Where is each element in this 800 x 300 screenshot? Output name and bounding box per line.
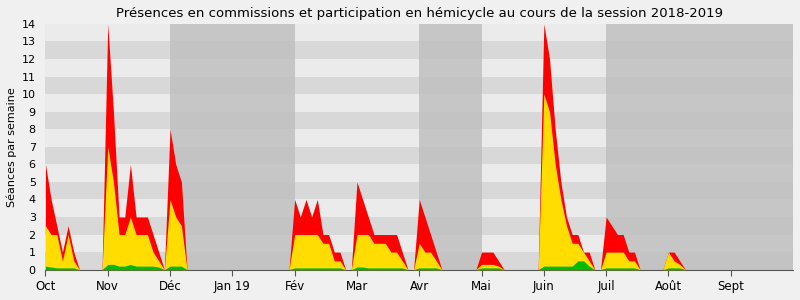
Bar (46, 94, 793, 112)
Bar (46, 217, 793, 235)
Bar (730, 24, 793, 270)
Bar (606, 24, 669, 270)
Bar (232, 24, 294, 270)
Bar (46, 112, 793, 129)
Title: Présences en commissions et participation en hémicycle au cours de la session 20: Présences en commissions et participatio… (116, 7, 722, 20)
Bar (46, 76, 793, 94)
Bar (46, 129, 793, 147)
Bar (46, 200, 793, 217)
Bar (46, 147, 793, 164)
Bar (46, 235, 793, 252)
Bar (46, 6, 793, 24)
Bar (46, 41, 793, 59)
Bar (46, 59, 793, 76)
Bar (669, 24, 730, 270)
Bar (170, 24, 232, 270)
Bar (46, 252, 793, 270)
Bar (46, 182, 793, 200)
Y-axis label: Séances par semaine: Séances par semaine (7, 87, 18, 207)
Bar (46, 24, 793, 41)
Bar (419, 24, 482, 270)
Bar (46, 164, 793, 182)
